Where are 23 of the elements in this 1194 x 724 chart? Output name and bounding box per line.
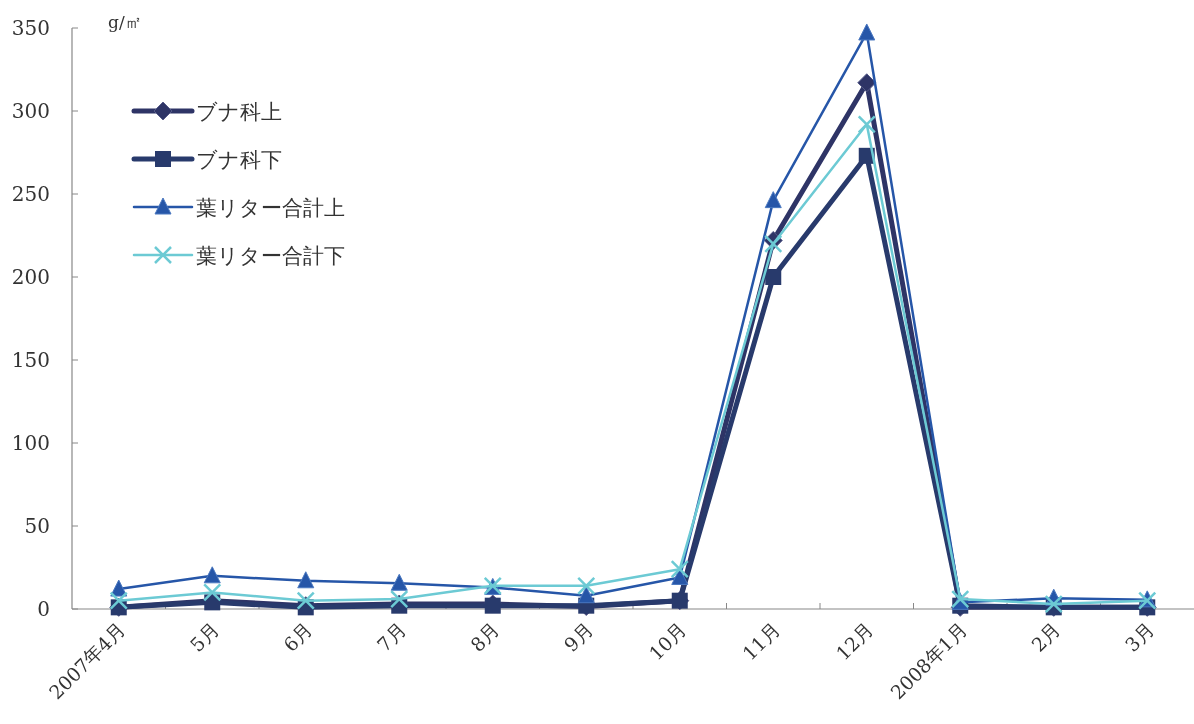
x-tick-label: 6月 [279,618,317,656]
y-tick-label: 0 [37,597,50,621]
y-tick-label: 150 [11,348,50,372]
x-tick-label: 7月 [372,618,411,656]
x-tick-label: 12月 [831,618,878,665]
y-tick-label: 50 [24,514,50,538]
legend-label: ブナ科上 [196,100,282,124]
y-tick-label: 100 [11,431,50,455]
x-tick-label: 11月 [737,618,785,665]
x-tick-label: 5月 [185,618,224,656]
y-tick-label: 300 [11,99,50,123]
y-tick-label: 350 [11,16,50,40]
legend-label: 葉リター合計上 [196,196,345,220]
legend-label: ブナ科下 [196,148,282,172]
x-tick-label: 9月 [559,618,598,656]
x-tick-label: 10月 [644,618,691,665]
x-tick-label: 3月 [1120,618,1159,656]
y-tick-label: 250 [11,182,50,206]
y-tick-label: 200 [11,265,50,289]
x-tick-label: 8月 [466,618,504,656]
x-tick-label: 2月 [1027,618,1065,656]
y-axis-title: g/㎡ [108,12,142,32]
legend-label: 葉リター合計下 [196,244,345,268]
